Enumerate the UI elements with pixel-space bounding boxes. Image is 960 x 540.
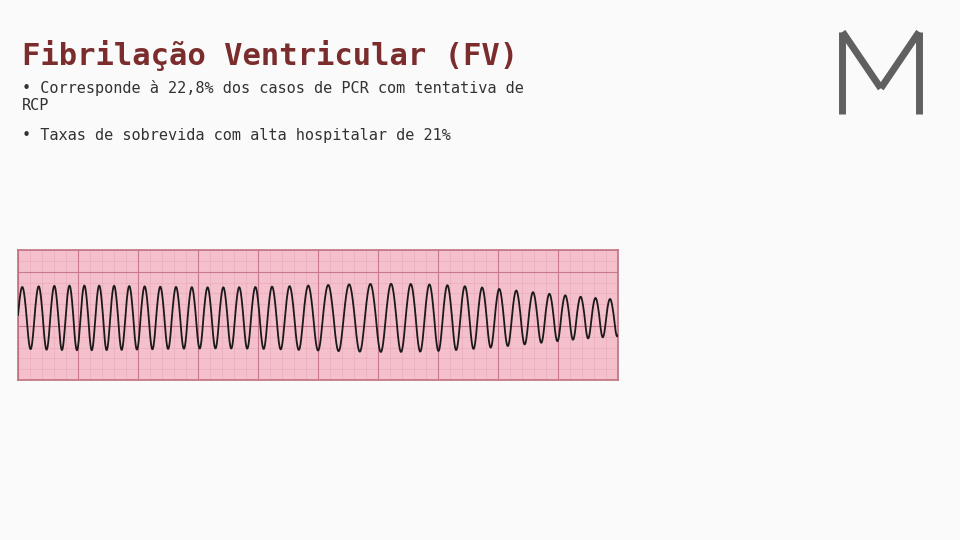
Polygon shape [881,32,913,78]
Text: RCP: RCP [22,98,49,113]
Text: • Taxas de sobrevida com alta hospitalar de 21%: • Taxas de sobrevida com alta hospitalar… [22,128,451,143]
Text: Fibrilação Ventricular (FV): Fibrilação Ventricular (FV) [22,40,518,71]
Text: • Corresponde à 22,8% dos casos de PCR com tentativa de: • Corresponde à 22,8% dos casos de PCR c… [22,80,524,96]
Polygon shape [849,32,881,78]
